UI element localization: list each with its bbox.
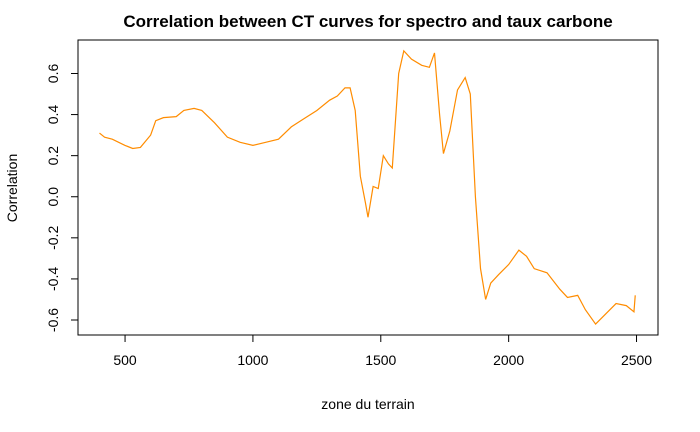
y-tick-label: 0.0 xyxy=(45,187,61,207)
x-tick-label: 2000 xyxy=(493,352,524,368)
y-tick-label: 0.6 xyxy=(45,64,61,84)
y-tick-label: 0.4 xyxy=(45,105,61,125)
y-tick-label: -0.2 xyxy=(45,226,61,250)
plot-box xyxy=(77,39,659,336)
data-line xyxy=(99,49,636,326)
y-tick-label: -0.6 xyxy=(45,308,61,332)
x-tick-label: 1000 xyxy=(237,352,268,368)
x-tick-label: 2500 xyxy=(621,352,652,368)
y-axis-label: Correlation xyxy=(4,154,20,222)
x-tick-label: 1500 xyxy=(365,352,396,368)
y-tick-label: -0.4 xyxy=(45,267,61,291)
chart-title: Correlation between CT curves for spectr… xyxy=(123,12,612,31)
x-axis-label: zone du terrain xyxy=(321,396,414,412)
y-tick-label: 0.2 xyxy=(45,146,61,166)
x-tick-label: 500 xyxy=(113,352,137,368)
